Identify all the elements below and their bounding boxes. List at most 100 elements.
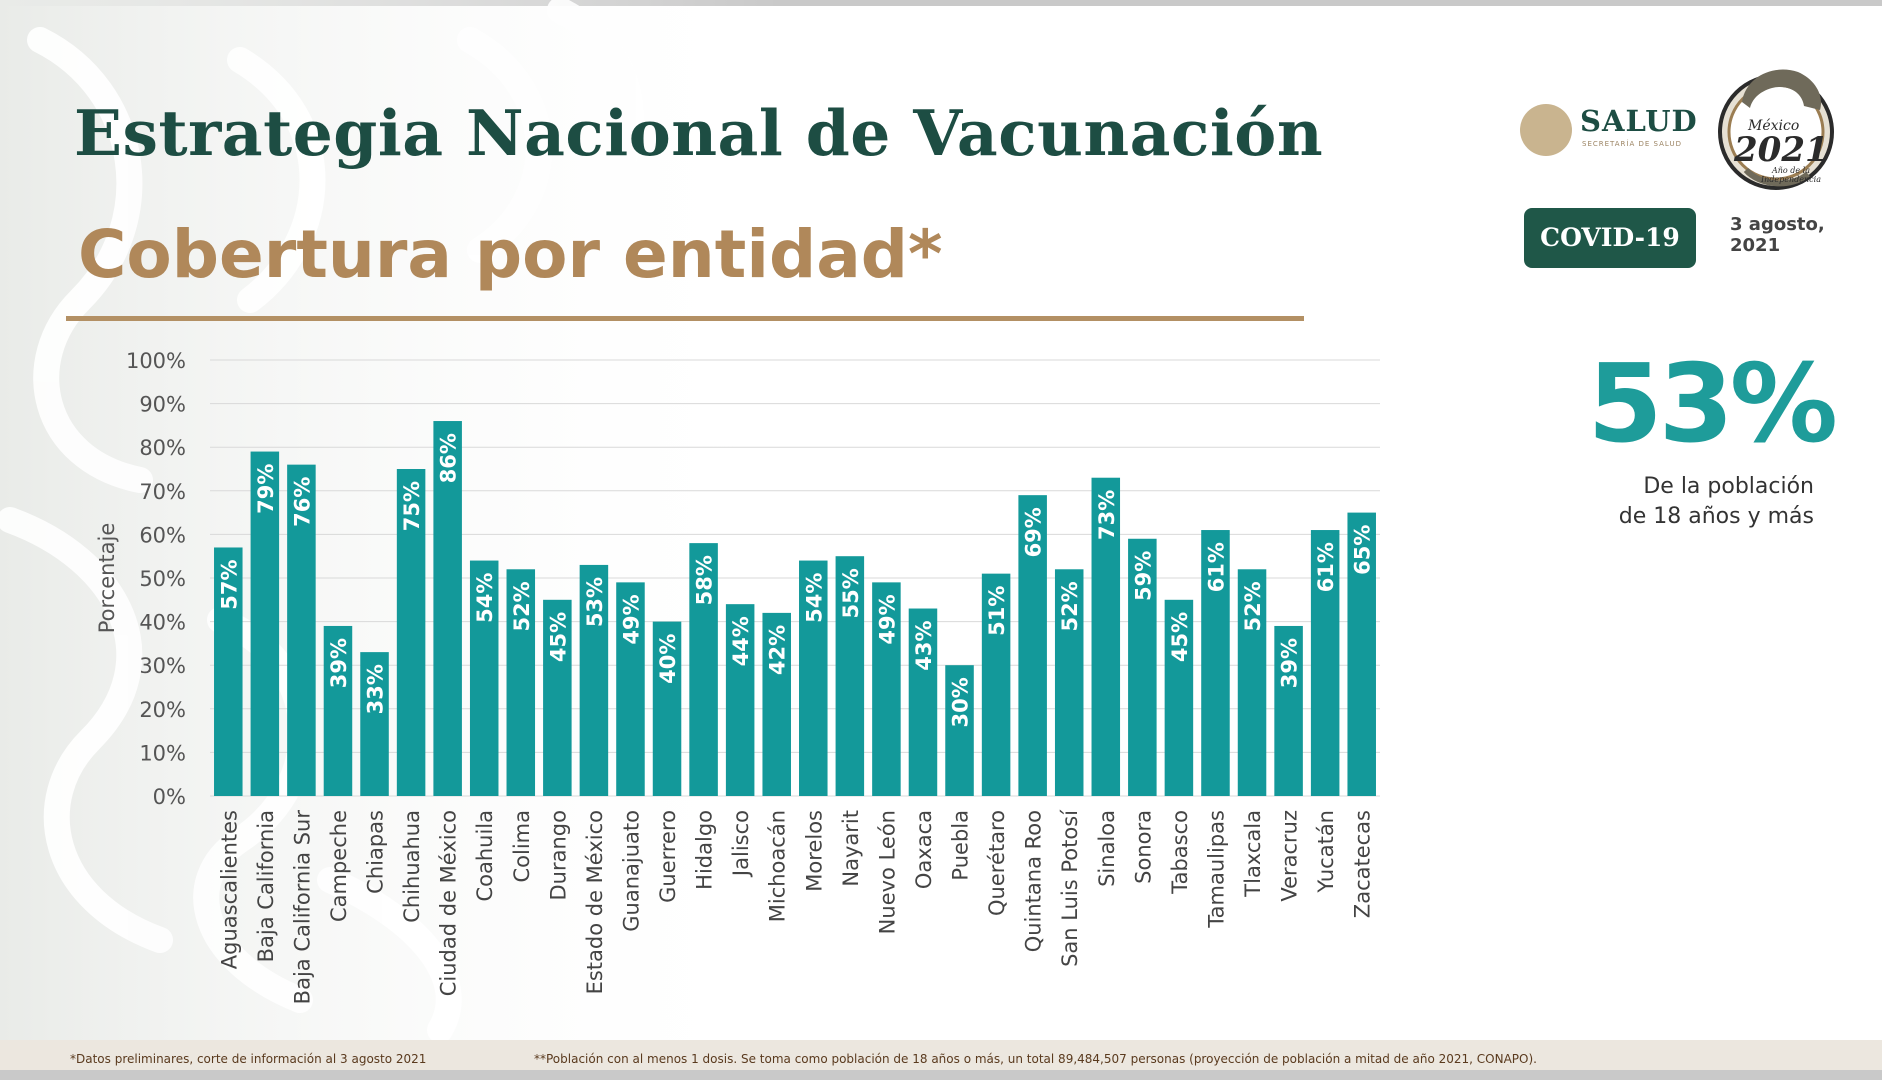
x-tick-label: Campeche xyxy=(327,810,351,922)
bar-data-label: 86% xyxy=(437,433,461,483)
bar xyxy=(1201,530,1230,796)
title-divider xyxy=(66,316,1304,321)
footnote-population: **Población con al menos 1 dosis. Se tom… xyxy=(534,1052,1537,1066)
bar-data-label: 52% xyxy=(1058,581,1082,631)
bar xyxy=(725,604,755,796)
logo-tagline: Año de la Independencia xyxy=(1761,166,1821,184)
bar-data-label: 73% xyxy=(1095,490,1119,540)
x-tick-label: Colima xyxy=(510,810,534,883)
bar xyxy=(872,582,901,796)
population-label-line1: De la población xyxy=(1643,474,1814,499)
bar-data-label: 49% xyxy=(875,594,899,644)
page-subtitle: Cobertura por entidad* xyxy=(78,216,943,293)
bar xyxy=(214,547,243,796)
y-tick-label: 30% xyxy=(139,654,186,678)
bar xyxy=(945,665,974,796)
coverage-bar-chart: 0% 10% 20% 30% 40% 50% 60% 70% 80% 90% 100% 57% Agua… xyxy=(95,349,1380,1004)
bar xyxy=(1310,530,1340,796)
bar-data-label: 76% xyxy=(290,477,314,527)
bar xyxy=(689,543,718,796)
x-tick-label: Yucatán xyxy=(1314,810,1338,894)
x-tick-label: Veracruz xyxy=(1278,810,1302,902)
bar-data-label: 55% xyxy=(839,568,863,618)
bar-data-label: 59% xyxy=(1131,551,1155,601)
bar-data-label: 54% xyxy=(473,573,497,623)
bar-data-label: 40% xyxy=(656,634,680,684)
y-tick-label: 50% xyxy=(139,567,186,591)
bar-data-label: 49% xyxy=(619,594,643,644)
bar-data-label: 79% xyxy=(254,464,278,514)
bar-data-label: 61% xyxy=(1314,542,1338,592)
salud-logo-subtitle: SECRETARÍA DE SALUD xyxy=(1582,140,1682,148)
bar-data-label: 39% xyxy=(1278,638,1302,688)
y-tick-label: 80% xyxy=(139,436,186,460)
report-date-year: 2021 xyxy=(1730,235,1781,256)
bar-data-label: 45% xyxy=(1168,612,1192,662)
bar-data-label: 65% xyxy=(1351,525,1375,575)
bar-data-label: 30% xyxy=(949,677,973,727)
bar-data-label: 52% xyxy=(510,581,534,631)
x-tick-label: Baja California xyxy=(254,810,278,962)
y-axis-label: Porcentaje xyxy=(95,523,119,634)
footer-band xyxy=(0,1040,1882,1070)
bar xyxy=(616,582,645,796)
bar-data-label: 44% xyxy=(729,616,753,666)
bar xyxy=(433,421,462,796)
bar xyxy=(1091,477,1121,796)
x-tick-label: Ciudad de México xyxy=(437,810,461,996)
bar xyxy=(250,451,280,796)
x-tick-label: Estado de México xyxy=(583,810,607,994)
bar-data-label: 61% xyxy=(1204,542,1228,592)
bar-data-label: 51% xyxy=(985,586,1009,636)
page-title: Estrategia Nacional de Vacunación xyxy=(74,96,1324,170)
bar-data-label: 53% xyxy=(583,577,607,627)
coverage-percentage: 53% xyxy=(1587,342,1838,467)
x-tick-label: Guerrero xyxy=(656,810,680,903)
mexico-seal-icon xyxy=(1520,104,1572,156)
bar xyxy=(543,599,572,796)
y-tick-label: 0% xyxy=(153,785,186,809)
bar xyxy=(579,564,609,796)
bar xyxy=(1237,569,1267,796)
x-tick-label: Jalisco xyxy=(729,810,753,878)
x-tick-label: Tabasco xyxy=(1168,810,1192,895)
x-tick-label: Morelos xyxy=(802,810,826,892)
bar-data-label: 57% xyxy=(217,559,241,609)
x-tick-label: Puebla xyxy=(949,810,973,881)
bar xyxy=(1347,512,1376,796)
x-tick-label: Nayarit xyxy=(839,810,863,887)
x-tick-label: Nuevo León xyxy=(875,810,899,934)
x-tick-label: Guanajuato xyxy=(619,810,643,932)
logo-year: 2021 xyxy=(1734,130,1829,170)
bar xyxy=(396,469,426,796)
x-tick-label: Querétaro xyxy=(985,810,1009,916)
bar xyxy=(799,560,828,796)
report-date: 3 agosto, 2021 xyxy=(1730,214,1860,256)
x-tick-label: Hidalgo xyxy=(693,810,717,890)
y-tick-label: 10% xyxy=(139,741,186,765)
x-tick-label: Michoacán xyxy=(766,810,790,922)
bar xyxy=(762,612,791,796)
bar xyxy=(506,569,536,796)
bar xyxy=(908,608,938,796)
population-label-line2: de 18 años y más xyxy=(1618,504,1814,529)
salud-logo-name: SALUD xyxy=(1580,104,1698,138)
bar-data-label: 58% xyxy=(693,555,717,605)
x-tick-label: Chiapas xyxy=(364,810,388,894)
bar-data-label: 54% xyxy=(802,573,826,623)
bar-data-label: 45% xyxy=(546,612,570,662)
bar xyxy=(835,556,865,796)
x-tick-label: Chihuahua xyxy=(400,810,424,923)
bar xyxy=(1054,569,1084,796)
covid-badge: COVID-19 xyxy=(1524,208,1696,268)
x-tick-label: Coahuila xyxy=(473,810,497,902)
report-date-day: 3 agosto, xyxy=(1730,214,1825,235)
bar xyxy=(1018,495,1047,796)
footnote-preliminary: *Datos preliminares, corte de informació… xyxy=(70,1052,427,1066)
bar xyxy=(323,625,353,796)
bar xyxy=(287,464,316,796)
top-border xyxy=(0,0,1882,6)
x-tick-label: Tamaulipas xyxy=(1204,810,1228,929)
y-tick-label: 100% xyxy=(126,349,186,373)
